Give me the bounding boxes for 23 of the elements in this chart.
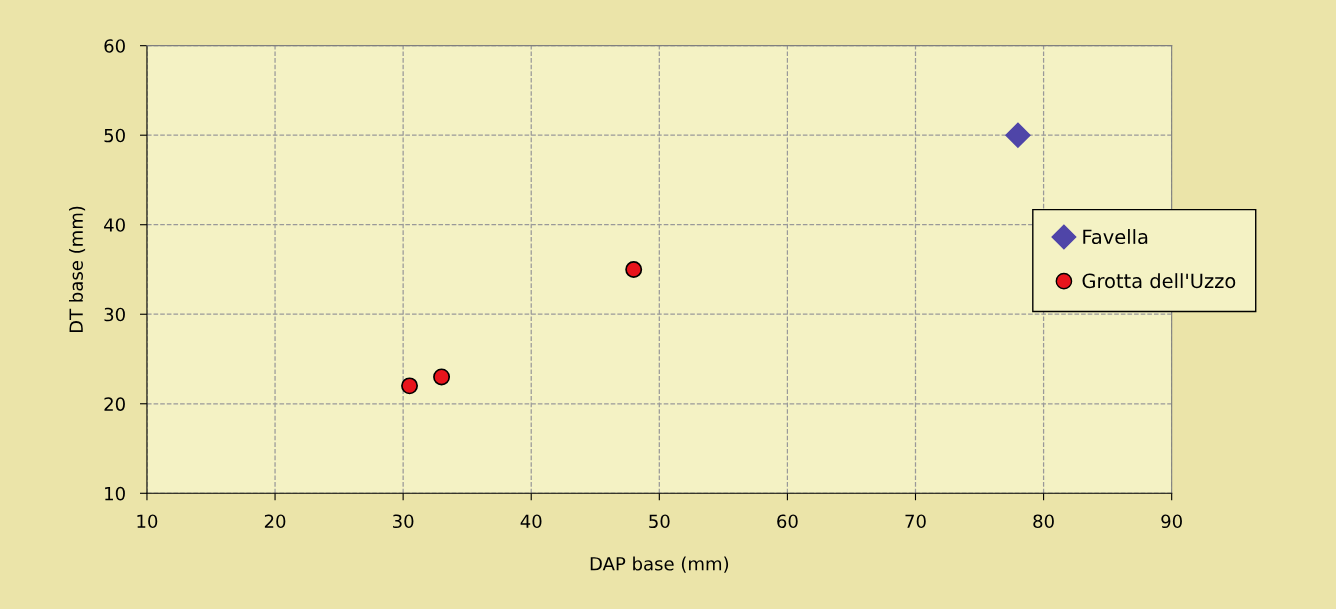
x-tick-label: 50 xyxy=(649,514,670,529)
y-tick-label: 60 xyxy=(104,39,125,53)
legend-label: Favella xyxy=(1083,229,1148,245)
y-tick-label: 10 xyxy=(105,486,125,501)
y-tick-label: 40 xyxy=(104,218,125,232)
x-tick-label: 40 xyxy=(520,514,542,529)
point xyxy=(433,368,451,386)
x-tick-label: 70 xyxy=(905,514,926,529)
y-tick-label: 20 xyxy=(104,397,125,411)
point xyxy=(625,261,643,278)
x-tick-label: 80 xyxy=(1033,514,1054,529)
y-tick-label: 30 xyxy=(104,307,125,322)
x-axis-title: DAP base (mm) xyxy=(590,556,729,573)
x-tick-label: 20 xyxy=(264,514,286,529)
x-tick-label: 60 xyxy=(777,514,798,529)
y-tick-label: 50 xyxy=(104,128,125,143)
point xyxy=(401,377,419,395)
x-tick-label: 30 xyxy=(393,514,414,529)
legend-label: Grotta dell'Uzzo xyxy=(1082,273,1236,289)
y-axis-title: DT base (mm) xyxy=(69,206,86,333)
x-tick-label: 90 xyxy=(1161,514,1182,529)
point xyxy=(1005,122,1031,148)
x-tick-label: 10 xyxy=(137,514,158,529)
